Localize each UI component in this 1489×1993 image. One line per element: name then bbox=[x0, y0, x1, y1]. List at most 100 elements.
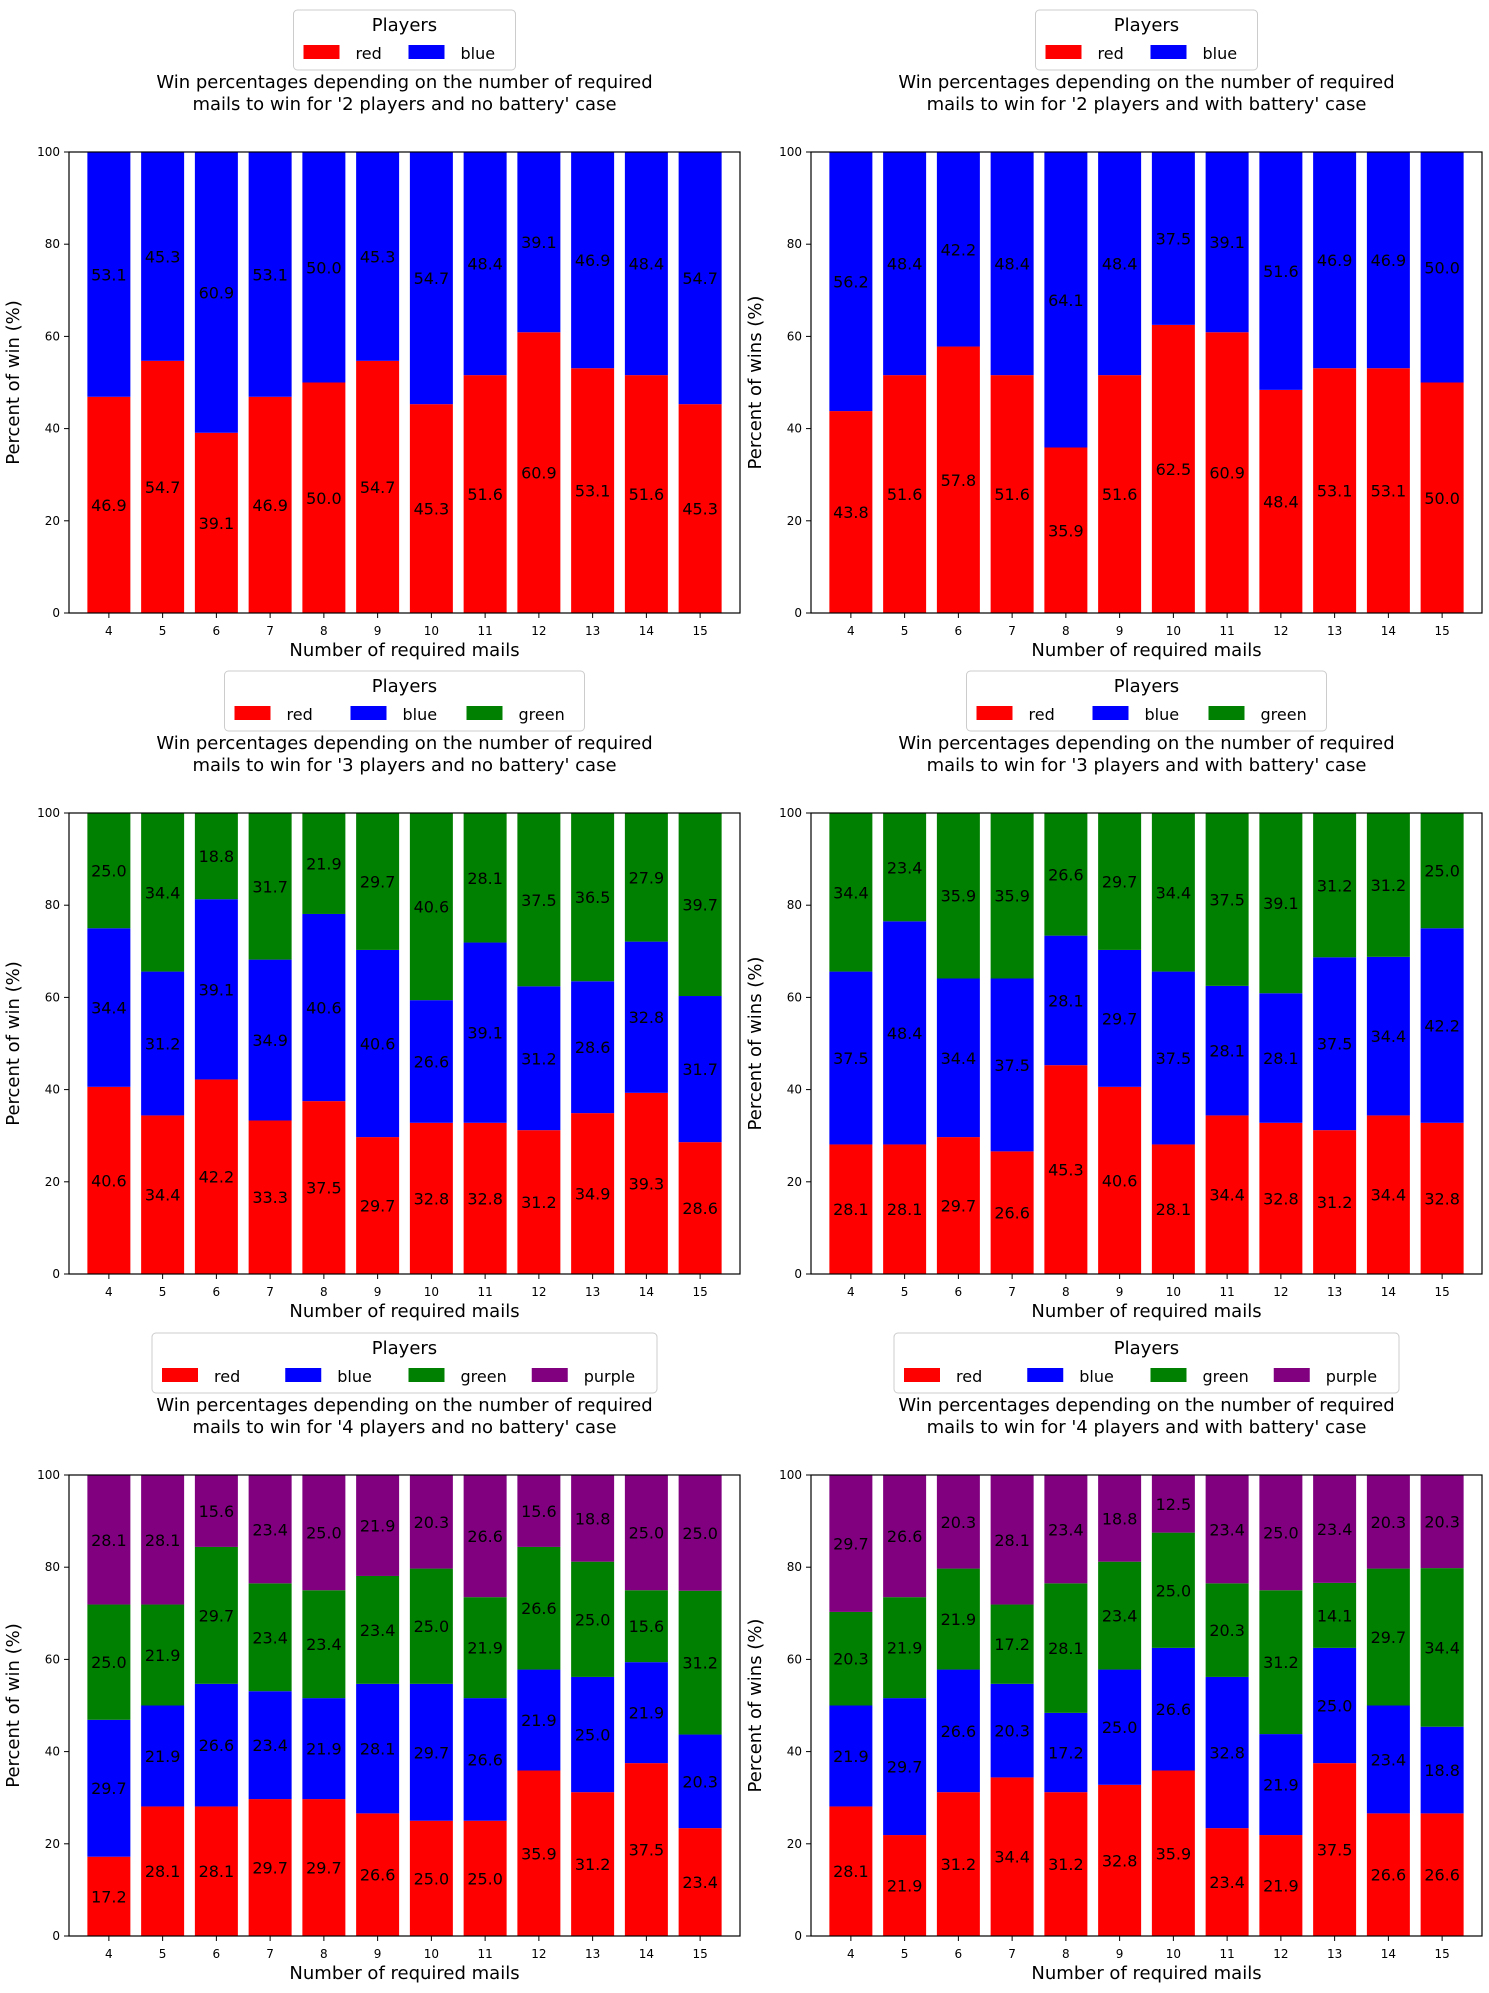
data-label-purple-6: 20.3 bbox=[941, 1513, 977, 1532]
data-label-purple-9: 21.9 bbox=[360, 1516, 396, 1535]
bar-blue-7 bbox=[990, 978, 1034, 1152]
bar-blue-12 bbox=[1259, 993, 1303, 1123]
data-label-green-15: 39.7 bbox=[682, 896, 718, 915]
data-label-purple-4: 29.7 bbox=[833, 1534, 869, 1553]
bar-green-14 bbox=[624, 1590, 668, 1663]
legend-label-red: red bbox=[287, 705, 313, 724]
y-tick-label-0: 0 bbox=[52, 1929, 60, 1943]
data-label-purple-5: 26.6 bbox=[887, 1527, 923, 1546]
data-label-green-14: 27.9 bbox=[629, 868, 665, 887]
data-label-blue-5: 21.9 bbox=[145, 1747, 181, 1766]
bar-blue-9 bbox=[356, 152, 400, 361]
legend-label-red: red bbox=[1029, 705, 1055, 724]
data-label-red-8: 29.7 bbox=[306, 1859, 342, 1878]
bar-green-12 bbox=[517, 1546, 561, 1670]
data-label-blue-5: 31.2 bbox=[145, 1035, 181, 1054]
data-label-blue-6: 42.2 bbox=[941, 240, 977, 259]
chart-title-line: mails to win for '4 players and with bat… bbox=[927, 1417, 1367, 1438]
bar-blue-5 bbox=[141, 1705, 185, 1807]
bar-red-6 bbox=[936, 1792, 980, 1936]
bar-green-13 bbox=[571, 813, 615, 982]
plot-area bbox=[68, 151, 741, 614]
bar-blue-10 bbox=[1151, 152, 1195, 325]
bar-green-9 bbox=[1098, 1561, 1142, 1670]
y-tick-label-0: 0 bbox=[52, 1267, 60, 1281]
bar-green-15 bbox=[1420, 1568, 1464, 1727]
bar-red-7 bbox=[248, 1120, 292, 1274]
x-tick-label-5: 5 bbox=[901, 624, 909, 638]
data-label-blue-13: 46.9 bbox=[575, 251, 611, 270]
x-tick-label-4: 4 bbox=[105, 1947, 113, 1961]
data-label-blue-5: 48.4 bbox=[887, 255, 923, 274]
bar-green-12 bbox=[517, 813, 561, 987]
bar-green-13 bbox=[571, 1561, 615, 1677]
bar-blue-7 bbox=[990, 152, 1034, 376]
bar-purple-5 bbox=[141, 1475, 185, 1605]
bar-red-13 bbox=[571, 1792, 615, 1936]
bar-red-8 bbox=[302, 382, 346, 613]
data-label-blue-12: 39.1 bbox=[521, 233, 557, 252]
x-tick-label-4: 4 bbox=[847, 624, 855, 638]
x-tick-label-13: 13 bbox=[1327, 1947, 1342, 1961]
bar-purple-7 bbox=[990, 1475, 1034, 1605]
plot-area bbox=[810, 151, 1483, 614]
chart-title-line: mails to win for '3 players and no batte… bbox=[192, 755, 616, 776]
y-tick-label-40: 40 bbox=[787, 422, 802, 436]
bar-blue-12 bbox=[517, 152, 561, 333]
bars: 46.9 53.1 54.7 45.3 39.1 60.9 46.9 53.1 50.0 50.0… bbox=[87, 152, 722, 613]
bar-green-10 bbox=[1151, 813, 1195, 972]
data-label-green-11: 37.5 bbox=[1209, 890, 1245, 909]
data-label-purple-14: 20.3 bbox=[1371, 1513, 1407, 1532]
legend-label-red: red bbox=[214, 1367, 240, 1386]
data-label-green-6: 21.9 bbox=[941, 1610, 977, 1629]
chart-title-line: Win percentages depending on the number … bbox=[156, 72, 652, 93]
data-label-green-10: 34.4 bbox=[1156, 883, 1192, 902]
bar-red-13 bbox=[1313, 1763, 1357, 1936]
bar-green-8 bbox=[302, 1590, 346, 1699]
data-label-purple-14: 25.0 bbox=[629, 1524, 665, 1543]
bar-green-6 bbox=[194, 1546, 238, 1684]
data-label-green-9: 23.4 bbox=[360, 1621, 396, 1640]
plot-area bbox=[68, 812, 741, 1275]
bar-red-14 bbox=[624, 1092, 668, 1274]
data-label-blue-11: 39.1 bbox=[467, 1024, 503, 1043]
data-label-purple-4: 28.1 bbox=[91, 1531, 127, 1550]
bar-green-4 bbox=[829, 813, 873, 972]
bar-red-14 bbox=[1366, 1813, 1410, 1936]
bar-blue-6 bbox=[194, 899, 238, 1080]
chart-6: Players red blue green purple Win percentages… bbox=[745, 1332, 1483, 1984]
x-tick-label-9: 9 bbox=[1116, 624, 1124, 638]
y-tick-label-60: 60 bbox=[787, 990, 802, 1004]
data-label-purple-12: 15.6 bbox=[521, 1502, 557, 1521]
y-tick-label-20: 20 bbox=[787, 514, 802, 528]
bar-blue-12 bbox=[1259, 152, 1303, 390]
bar-purple-7 bbox=[248, 1475, 292, 1584]
x-tick-label-12: 12 bbox=[1273, 624, 1288, 638]
data-label-purple-6: 15.6 bbox=[199, 1502, 235, 1521]
bar-red-10 bbox=[409, 1820, 453, 1936]
bar-red-4 bbox=[87, 396, 131, 613]
bar-red-11 bbox=[463, 1820, 507, 1936]
bar-blue-10 bbox=[1151, 1647, 1195, 1771]
x-tick-label-12: 12 bbox=[1273, 1947, 1288, 1961]
bar-red-8 bbox=[302, 1101, 346, 1274]
legend-title: Players bbox=[372, 1338, 437, 1359]
bar-blue-14 bbox=[624, 152, 668, 376]
data-label-blue-4: 34.4 bbox=[91, 999, 127, 1018]
x-tick-label-7: 7 bbox=[266, 624, 274, 638]
data-label-red-10: 62.5 bbox=[1156, 460, 1192, 479]
data-label-blue-10: 37.5 bbox=[1156, 229, 1192, 248]
data-label-blue-8: 50.0 bbox=[306, 258, 342, 277]
data-label-red-5: 28.1 bbox=[145, 1862, 181, 1881]
bar-blue-6 bbox=[936, 152, 980, 347]
chart-title-line: Win percentages depending on the number … bbox=[156, 1395, 652, 1416]
data-label-blue-7: 37.5 bbox=[994, 1056, 1030, 1075]
chart-title: Win percentages depending on the number … bbox=[156, 733, 652, 776]
data-label-blue-4: 56.2 bbox=[833, 273, 869, 292]
y-tick-label-40: 40 bbox=[787, 1083, 802, 1097]
bar-green-4 bbox=[87, 1604, 131, 1720]
data-label-red-9: 26.6 bbox=[360, 1866, 396, 1885]
bars: 17.2 29.7 25.0 28.1 28.1 21.9 21.9 28.1 28.1 26.6… bbox=[87, 1474, 722, 1936]
x-tick-label-6: 6 bbox=[213, 624, 221, 638]
legend-frame bbox=[293, 9, 516, 71]
